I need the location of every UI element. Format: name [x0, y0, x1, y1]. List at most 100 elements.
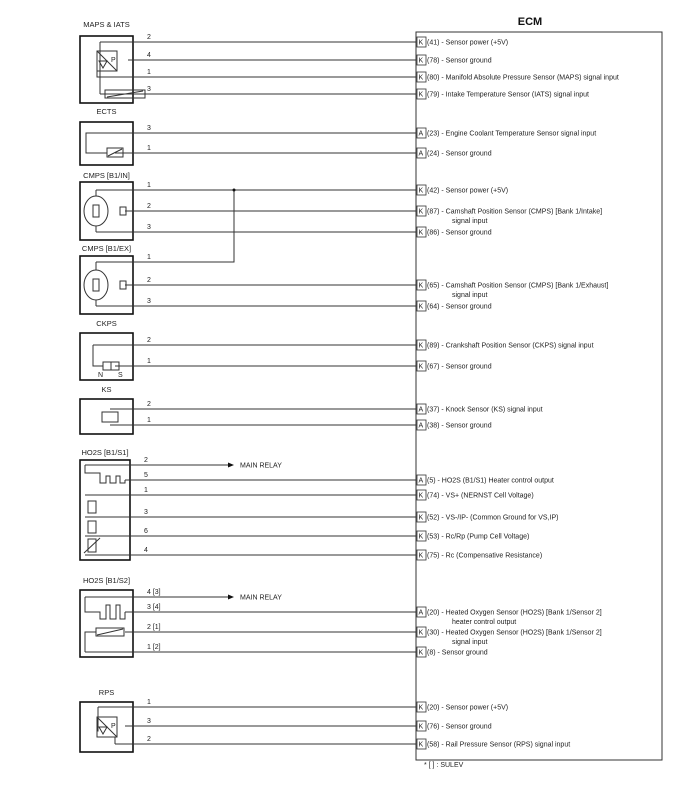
resistor-icon: [87, 538, 97, 553]
ecm-connector-letter: K: [419, 534, 424, 541]
pin-number: 5: [144, 472, 148, 479]
thermistor-icon: [104, 89, 146, 99]
ecm-terminal-description: (79) - Intake Temperature Sensor (IATS) …: [427, 92, 589, 99]
ecm-connector-box: [416, 606, 427, 618]
ecm-terminal-description-cont: signal input: [452, 292, 487, 299]
pin-wire: 1 K (20) - Sensor power (+5V): [98, 699, 508, 713]
ecm-terminal-description: (76) - Sensor ground: [427, 724, 492, 731]
pin-number: 2: [144, 457, 148, 464]
sensor-cmps-b1-ex-: CMPS [B1/EX]12K (65) - Camshaft Position …: [79, 188, 608, 315]
ecm-connector-letter: K: [419, 75, 424, 82]
sensor-ks: KS 2 A (37) - Knock Sensor (KS) signal inpu…: [79, 385, 543, 435]
coil-icon: [102, 361, 112, 371]
sensor-ects: ECTS 3A (23) - Engine Coolant Temperature …: [79, 107, 596, 166]
ecm-terminal-description: (89) - Crankshaft Position Sensor (CKPS)…: [427, 343, 594, 350]
pin-number: 2: [147, 401, 151, 408]
ecm-terminal-description: (37) - Knock Sensor (KS) signal input: [427, 407, 543, 414]
pin-wire: 2 K (58) - Rail Pressure Sensor (RPS) sign…: [115, 736, 570, 750]
ecm-terminal-description: (74) - VS+ (NERNST Cell Voltage): [427, 493, 534, 500]
pin-wire: 5 A (5) - HO2S (B1/S1) Heater control outp…: [125, 472, 554, 486]
ecm-connector-letter: K: [419, 364, 424, 371]
ecm-connector-box: [416, 626, 427, 638]
ecm-connector-letter: K: [419, 493, 424, 500]
pin-wire: 1 K (42) - Sensor power (+5V): [96, 182, 508, 196]
ecm-terminal-description: (64) - Sensor ground: [427, 304, 492, 311]
internal-wire: [92, 345, 103, 367]
ecm-connector-letter: K: [419, 92, 424, 99]
hall-sensor-icon: [83, 195, 109, 227]
pin-number: 4: [144, 547, 148, 554]
pin-wire: 3 [4] A (20) - Heated Oxygen Sensor (HO2S)…: [125, 604, 602, 626]
pin-wire: 3 A (23) - Engine Coolant Temperature Sens…: [92, 125, 596, 139]
ecm-connector-letter: K: [419, 188, 424, 195]
pin-wire: 1 K (80) - Manifold Absolute Pressure Sens…: [115, 69, 619, 83]
ecm-terminal-description-cont: signal input: [452, 218, 487, 225]
ecm-connector-letter: A: [419, 478, 424, 485]
splice-wire: [96, 190, 235, 263]
ecm-connector-letter: A: [419, 407, 424, 414]
sensor-label: RPS: [99, 688, 114, 697]
internal-wire: [85, 132, 107, 154]
pin-number: 2: [147, 337, 151, 344]
pump-cell-icon: [87, 520, 97, 534]
ecm-connector-box: [416, 403, 427, 415]
piezo-icon: [101, 411, 119, 423]
ecm-connector-box: [416, 530, 427, 542]
ecm-connector-box: [416, 54, 427, 66]
ecm-connector-letter: K: [419, 630, 424, 637]
ecm-terminal-description: (38) - Sensor ground: [427, 423, 492, 430]
ecm-title: ECM: [518, 16, 542, 28]
pin-wire: 2 K (65) - Camshaft Position Sensor (CMPS)…: [125, 277, 608, 299]
ecm-connector-box: [416, 360, 427, 372]
ecm-terminal-description-cont: signal input: [452, 639, 487, 646]
pin-wire: 1 [2] K (8) - Sensor ground: [85, 644, 488, 658]
pin-number: 2: [147, 736, 151, 743]
ecm-connector-box: [416, 226, 427, 238]
pin-number: 1: [147, 358, 151, 365]
footnote: * [ ] : SULEV: [424, 762, 464, 769]
ecm-connector-letter: K: [419, 209, 424, 216]
sensor-label: ECTS: [96, 107, 116, 116]
sensor-housing: [79, 332, 134, 381]
ecm-connector-letter: K: [419, 724, 424, 731]
ecm-connector-box: [416, 549, 427, 561]
ecm-connector-box: [416, 147, 427, 159]
ecm-terminal-description: (86) - Sensor ground: [427, 230, 492, 237]
ecm-connector-box: [416, 738, 427, 750]
pressure-sensor-icon: [98, 60, 108, 70]
ecm-connector-box: [416, 88, 427, 100]
pin-number: 1: [147, 254, 151, 261]
ecm-connector-letter: K: [419, 553, 424, 560]
pin-wire: 1 A (24) - Sensor ground: [115, 145, 492, 159]
pressure-p-icon: P: [111, 723, 116, 730]
ecm-connector-box: [416, 71, 427, 83]
ecm-terminal-description-cont: heater control output: [452, 619, 516, 626]
pin-number: 2: [147, 34, 151, 41]
pin-number: 3: [147, 298, 151, 305]
pin-number: 3: [147, 86, 151, 93]
ecm-terminal-description: (24) - Sensor ground: [427, 151, 492, 158]
arrow-icon: [228, 462, 234, 468]
pin-number: 1: [147, 417, 151, 424]
ecm-connector-box: [416, 646, 427, 658]
ecm-connector-box: [416, 720, 427, 732]
ecm-connector-box: [416, 184, 427, 196]
thermistor-icon: [106, 90, 144, 98]
pin-number: 3: [147, 718, 151, 725]
ecm-terminal-description: (65) - Camshaft Position Sensor (CMPS) […: [427, 283, 608, 290]
pin-number: 3: [147, 224, 151, 231]
pole-s-label: S: [118, 372, 123, 379]
pin-wire: 3 K (64) - Sensor ground: [96, 298, 492, 312]
ecm-terminal-description: (87) - Camshaft Position Sensor (CMPS) […: [427, 209, 602, 216]
sensor-label: KS: [101, 385, 111, 394]
ecm-connector-letter: K: [419, 705, 424, 712]
pin-number: 1: [144, 487, 148, 494]
pin-wire: 6 K (53) - Rc/Rp (Pump Cell Voltage): [85, 528, 529, 542]
sensor-housing: [79, 589, 134, 658]
pin-wire: 2 [1] K (30) - Heated Oxygen Sensor (HO2S)…: [125, 624, 602, 646]
pin-number: 6: [144, 528, 148, 535]
ecm-connector-letter: K: [419, 650, 424, 657]
